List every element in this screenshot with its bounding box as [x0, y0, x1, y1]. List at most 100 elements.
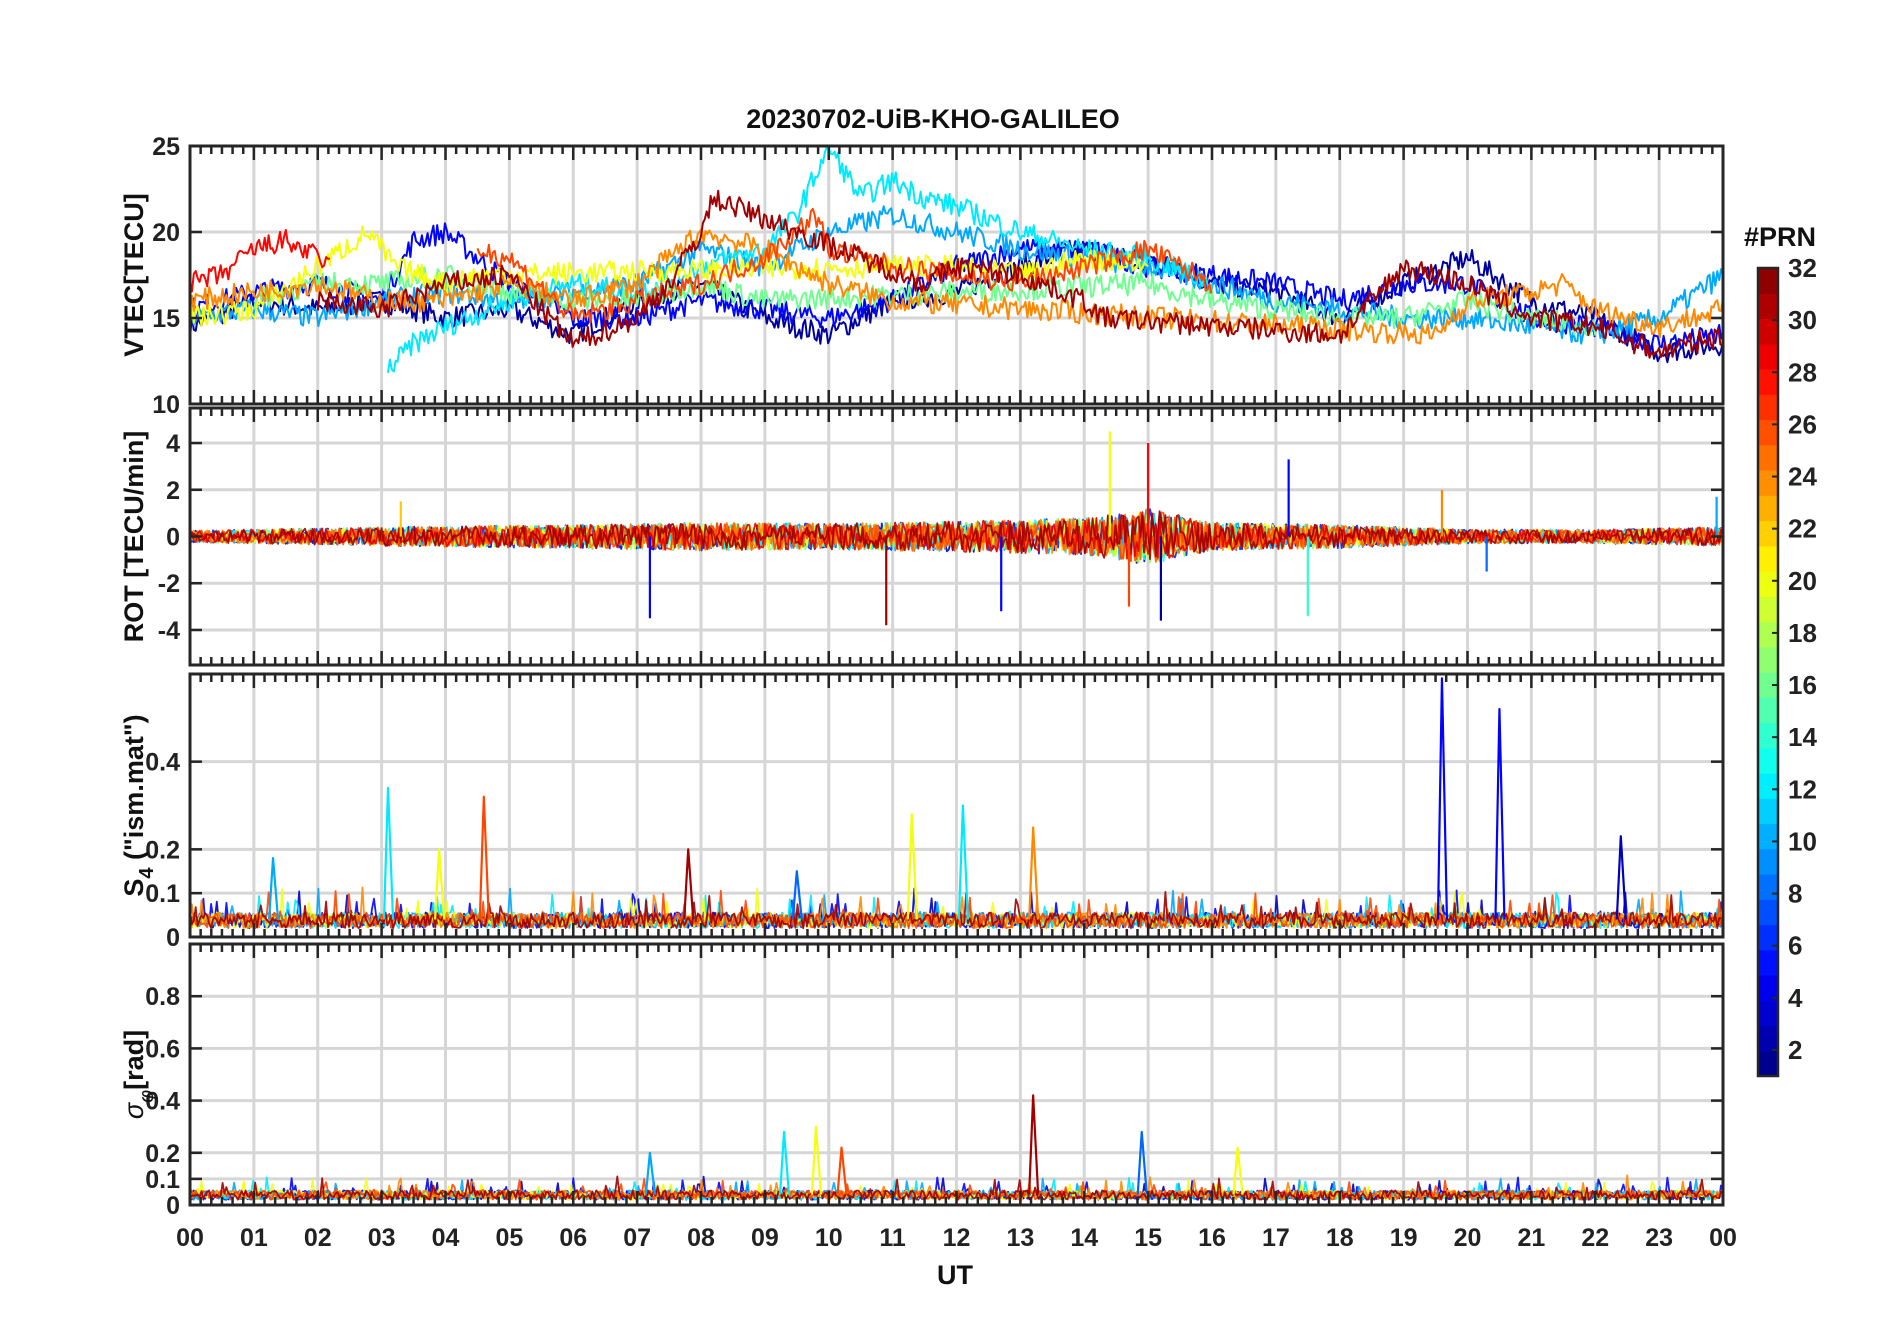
colorbar-segment [1758, 318, 1778, 345]
y-label-main: σ [119, 1101, 149, 1119]
colorbar-tick-label: 12 [1788, 774, 1817, 804]
colorbar-tick-label: 26 [1788, 409, 1817, 439]
colorbar-segment [1758, 444, 1778, 471]
colorbar-segment [1758, 747, 1778, 774]
colorbar-tick-label: 30 [1788, 305, 1817, 335]
x-tick-label: 16 [1198, 1224, 1226, 1252]
panel-rot: -4 -2 0 2 4 ROT [TECU/min] [119, 406, 1725, 667]
colorbar-segment [1758, 545, 1778, 572]
y-tick-label: 0.4 [145, 1088, 180, 1116]
colorbar-segment [1758, 419, 1778, 446]
x-tick-label: 00 [1709, 1224, 1737, 1252]
x-tick-label: 23 [1645, 1224, 1673, 1252]
series-line-prn-31 [189, 510, 1722, 561]
spike-mark [644, 1151, 656, 1195]
spike-mark [1232, 1146, 1244, 1195]
x-tick-label: 22 [1581, 1224, 1609, 1252]
x-tick-label: 00 [176, 1224, 204, 1252]
colorbar-tick-label: 24 [1788, 462, 1817, 492]
panel-s4: 00.10.20.4S4 ("ism.mat") [119, 672, 1725, 952]
colorbar-tick-label: 4 [1788, 983, 1803, 1013]
colorbar-segment [1758, 394, 1778, 421]
x-tick-label: 21 [1517, 1224, 1545, 1252]
y-tick-label: 20 [152, 219, 180, 247]
y-tick-label: 15 [152, 305, 180, 333]
series-line-prn-31 [316, 189, 1723, 359]
colorbar-tick-label: 20 [1788, 566, 1817, 596]
colorbar-segment [1758, 343, 1778, 370]
y-tick-label: -4 [158, 617, 180, 645]
series-line-prn-24 [189, 227, 1724, 345]
colorbar-segment [1758, 949, 1778, 976]
y-axis-label: σφ[rad] [119, 1030, 158, 1119]
y-tick-label: 2 [166, 477, 180, 505]
colorbar-segment [1758, 899, 1778, 926]
colorbar-segment [1758, 848, 1778, 875]
colorbar-segment [1758, 773, 1778, 799]
colorbar-segment [1758, 1050, 1778, 1077]
colorbar-tick-label: 32 [1788, 253, 1817, 283]
panel-vtec-data [189, 146, 1724, 373]
spike-mark [906, 813, 918, 920]
colorbar-segment [1758, 722, 1778, 749]
colorbar-segment [1758, 293, 1778, 320]
y-label-rest: [rad] [119, 1030, 149, 1090]
spike-mark [478, 795, 490, 920]
colorbar-tick-label: 10 [1788, 826, 1817, 856]
colorbar-segment [1758, 470, 1778, 496]
colorbar-tick-label: 14 [1788, 722, 1817, 752]
y-axis-label: ROT [TECU/min] [119, 431, 149, 642]
spike-mark [382, 786, 395, 920]
x-tick-label: 08 [687, 1224, 715, 1252]
x-tick-label: 09 [751, 1224, 779, 1252]
x-tick-label: 10 [815, 1224, 843, 1252]
colorbar-frame [1756, 266, 1780, 1078]
x-tick-label: 03 [368, 1224, 396, 1252]
x-axis-label: UT [937, 1260, 973, 1290]
colorbar-tick-label: 2 [1788, 1035, 1802, 1065]
x-tick-label: 18 [1326, 1224, 1354, 1252]
series-line-prn-28 [189, 229, 331, 293]
x-tick-label: 06 [559, 1224, 587, 1252]
x-tick-label: 07 [623, 1224, 651, 1252]
x-tick-label: 02 [304, 1224, 332, 1252]
colorbar-tick-label: 18 [1788, 618, 1817, 648]
colorbar-segment [1758, 924, 1778, 951]
y-tick-label: 0 [166, 524, 180, 552]
y-label-subscript: 4 [136, 867, 158, 879]
spike-mark [1615, 835, 1627, 920]
x-tick-label: 05 [495, 1224, 523, 1252]
colorbar-tick-label: 8 [1788, 879, 1802, 909]
spike-mark [1028, 826, 1040, 920]
spike-mark [434, 848, 446, 920]
panel-vtec: 10 15 20 25 VTEC[TECU] [119, 133, 1725, 419]
y-axis-label: VTEC[TECU] [119, 193, 149, 357]
colorbar-tick-label: 6 [1788, 931, 1802, 961]
colorbar-segment [1758, 823, 1778, 850]
colorbar-segment [1758, 369, 1778, 395]
colorbar-segment [1758, 571, 1778, 597]
y-tick-label: 0.6 [145, 1035, 180, 1063]
colorbar-segment [1758, 495, 1778, 522]
spike-mark [810, 1125, 823, 1195]
y-tick-label: 10 [152, 391, 180, 419]
colorbar-segment [1758, 646, 1778, 673]
x-tick-label: 11 [879, 1224, 906, 1252]
panel-rot-data [189, 431, 1722, 626]
y-tick-label: 0.2 [145, 836, 180, 864]
y-tick-label: 0.2 [145, 1140, 180, 1168]
spike-mark [1494, 707, 1506, 920]
spike-mark [683, 848, 695, 920]
series-line-prn-12 [387, 146, 1213, 373]
x-tick-label: 19 [1390, 1224, 1418, 1252]
y-tick-label: 0.1 [145, 880, 180, 908]
colorbar-tick-label: 16 [1788, 670, 1817, 700]
y-tick-label: 0 [166, 924, 180, 952]
spike-mark [1436, 677, 1449, 920]
series-line-prn-2 [189, 240, 1724, 364]
y-tick-label: 25 [152, 133, 180, 161]
y-tick-label: 0 [166, 1192, 180, 1220]
x-tick-label: 20 [1454, 1224, 1482, 1252]
chart-title: 20230702-UiB-KHO-GALILEO [746, 104, 1120, 134]
colorbar-segment [1758, 697, 1778, 724]
